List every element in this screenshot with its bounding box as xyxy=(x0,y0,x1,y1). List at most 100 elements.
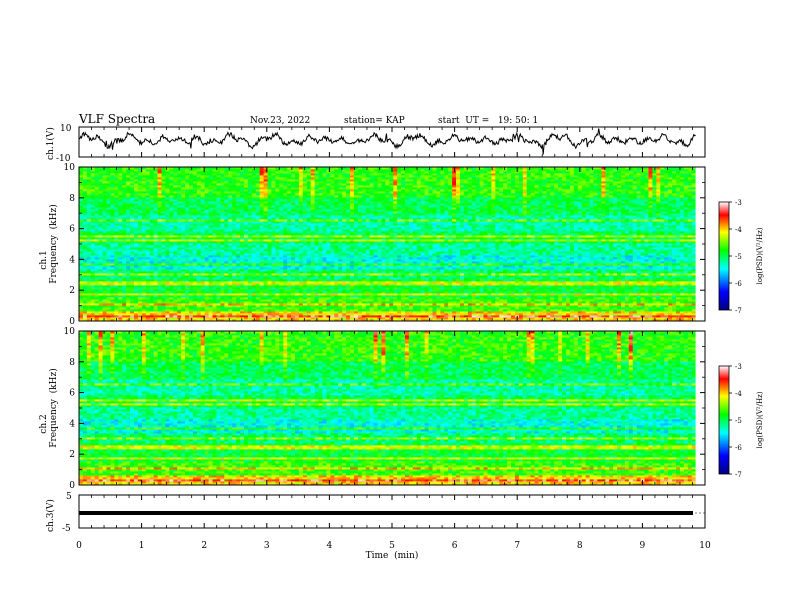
spectrogram-cell xyxy=(338,275,343,278)
spectrogram-cell xyxy=(381,275,386,278)
spectrogram-cell xyxy=(271,303,276,306)
spectrogram-cell xyxy=(98,299,103,302)
spectrogram-cell xyxy=(330,311,335,314)
spectrogram-cell xyxy=(440,317,445,320)
spectrogram-cell xyxy=(212,315,217,318)
spectrogram-cell xyxy=(679,293,685,296)
spectrogram-cell xyxy=(185,293,190,296)
spectrogram-cell xyxy=(200,299,206,302)
spectrogram-cell xyxy=(228,287,233,290)
spectrogram-cell xyxy=(208,301,213,304)
spectrogram-cell xyxy=(137,305,143,308)
spectrogram-cell xyxy=(279,283,284,286)
spectrogram-cell xyxy=(357,285,363,288)
spectrogram-cell xyxy=(295,307,300,310)
spectrogram-cell xyxy=(397,275,402,278)
spectrogram-cell xyxy=(636,299,642,302)
spectrogram-cell xyxy=(259,303,264,306)
spectrogram-cell xyxy=(130,271,135,274)
spectrogram-cell xyxy=(220,273,225,276)
spectrogram-cell xyxy=(412,277,418,280)
spectrogram-cell xyxy=(165,315,170,318)
spectrogram-cell xyxy=(687,275,693,278)
spectrogram-cell xyxy=(593,305,598,308)
spectrogram-cell xyxy=(208,273,213,276)
spectrogram-cell xyxy=(259,273,264,276)
spectrogram-cell xyxy=(240,291,245,294)
spectrogram-cell xyxy=(153,319,158,321)
spectrogram-cell xyxy=(306,273,312,276)
spectrogram-cell xyxy=(656,287,661,290)
spectrogram-cell xyxy=(102,289,107,292)
spectrogram-cell xyxy=(452,281,457,284)
spectrogram-cell xyxy=(558,275,563,278)
spectrogram-cell xyxy=(452,309,457,312)
spectrogram-cell xyxy=(232,285,237,288)
spectrogram-cell xyxy=(636,283,642,286)
spectrogram-cell xyxy=(483,303,488,306)
spectrogram-cell xyxy=(432,281,437,284)
spectrogram-cell xyxy=(632,317,638,320)
spectrogram-cell xyxy=(271,307,276,310)
spectrogram-cell xyxy=(204,307,210,310)
spectrogram-cell xyxy=(546,275,551,278)
spectrogram-cell xyxy=(546,313,551,316)
spectrogram-cell xyxy=(601,301,606,304)
spectrogram-cell xyxy=(397,317,402,320)
spectrogram-cell xyxy=(306,291,312,294)
spectrogram-cell xyxy=(408,301,414,304)
spectrogram-cell xyxy=(153,305,158,308)
spectrogram-cell xyxy=(538,295,543,298)
spectrogram-cell xyxy=(102,299,107,302)
spectrogram-cell xyxy=(247,289,253,292)
spectrogram-cell xyxy=(507,283,512,286)
spectrogram-cell xyxy=(236,275,241,278)
spectrogram-cell xyxy=(165,291,170,294)
spectrogram-cell xyxy=(353,303,359,306)
spectrogram-cell xyxy=(463,309,469,312)
spectrogram-cell xyxy=(660,283,665,286)
spectrogram-cell xyxy=(342,319,347,321)
spectrogram-cell xyxy=(648,297,653,300)
spectrogram-cell xyxy=(232,279,237,282)
spectrogram-cell xyxy=(169,303,174,306)
spectrogram-cell xyxy=(487,295,492,298)
spectrogram-cell xyxy=(365,315,371,318)
spectrogram-cell xyxy=(691,287,697,290)
spectrogram-cell xyxy=(609,309,614,312)
spectrogram-cell xyxy=(569,295,575,298)
spectrogram-cell xyxy=(636,311,642,314)
spectrogram-cell xyxy=(558,283,563,286)
spectrogram-cell xyxy=(236,309,241,312)
spectrogram-cell xyxy=(86,305,92,308)
spectrogram-cell xyxy=(424,297,429,300)
spectrogram-cell xyxy=(188,285,194,288)
spectrogram-cell xyxy=(518,275,524,278)
spectrogram-cell xyxy=(503,317,508,320)
spectrogram-cell xyxy=(353,275,359,278)
spectrogram-cell xyxy=(251,303,257,306)
spectrogram-cell xyxy=(291,319,296,321)
spectrogram-cell xyxy=(385,309,390,312)
spectrogram-cell xyxy=(648,285,653,288)
spectrogram-cell xyxy=(118,277,123,280)
spectrogram-cell xyxy=(554,311,559,314)
spectrogram-cell xyxy=(691,273,697,276)
spectrogram-cell xyxy=(475,319,480,321)
spectrogram-cell xyxy=(130,315,135,318)
spectrogram-cell xyxy=(597,287,602,290)
spectrogram-cell xyxy=(577,277,583,280)
spectrogram-cell xyxy=(605,305,610,308)
spectrogram-cell xyxy=(118,307,123,310)
spectrogram-cell xyxy=(554,289,559,292)
spectrogram-cell xyxy=(593,313,598,316)
spectrogram-cell xyxy=(161,315,166,318)
spectrogram-cell xyxy=(664,303,669,306)
spectrogram-cell xyxy=(82,287,88,290)
spectrogram-cell xyxy=(106,299,111,302)
spectrogram-cell xyxy=(456,311,461,314)
spectrogram-cell xyxy=(550,273,555,276)
spectrogram-cell xyxy=(511,281,516,284)
spectrogram-cell xyxy=(385,291,390,294)
spectrogram-cell xyxy=(243,297,249,300)
